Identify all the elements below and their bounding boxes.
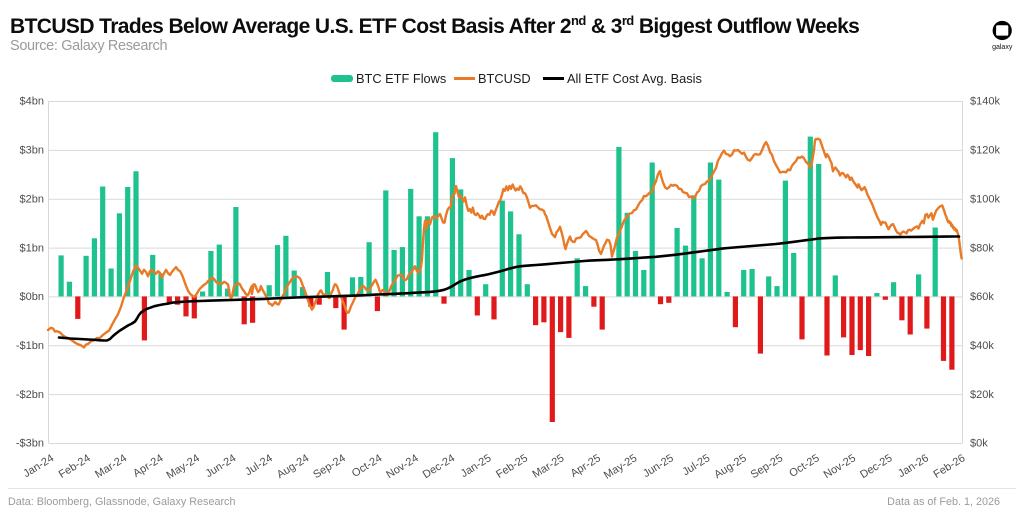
svg-text:$60k: $60k [970,291,994,303]
svg-text:-$2bn: -$2bn [16,389,44,401]
svg-text:$3bn: $3bn [20,145,44,157]
svg-text:-$1bn: -$1bn [16,340,44,352]
svg-text:$40k: $40k [970,340,994,352]
svg-text:Oct-25: Oct-25 [787,452,821,480]
svg-text:$0k: $0k [970,438,988,450]
svg-text:Feb-26: Feb-26 [932,452,968,481]
svg-text:$100k: $100k [970,193,1000,205]
svg-text:Dec-24: Dec-24 [421,452,457,481]
svg-text:Apr-25: Apr-25 [569,452,603,480]
svg-text:Mar-25: Mar-25 [531,452,567,481]
svg-text:Jan-25: Jan-25 [459,452,494,480]
svg-text:Aug-25: Aug-25 [712,452,748,481]
svg-text:$120k: $120k [970,145,1000,157]
svg-text:Jan-24: Jan-24 [21,452,56,480]
svg-text:Aug-24: Aug-24 [275,452,311,481]
svg-text:May-24: May-24 [164,452,201,482]
svg-text:galaxy: galaxy [992,44,1013,51]
svg-text:Jul-24: Jul-24 [243,452,275,478]
svg-text:Dec-25: Dec-25 [858,452,894,481]
svg-text:Feb-25: Feb-25 [494,452,530,481]
svg-text:Jun-24: Jun-24 [203,452,238,480]
svg-text:Apr-24: Apr-24 [131,452,165,480]
svg-text:Mar-24: Mar-24 [93,452,129,481]
svg-text:Sep-25: Sep-25 [749,452,785,481]
svg-text:Nov-24: Nov-24 [384,452,420,481]
svg-text:Jul-25: Jul-25 [680,452,712,478]
svg-text:Jun-25: Jun-25 [641,452,676,480]
svg-text:$20k: $20k [970,389,994,401]
svg-text:$1bn: $1bn [20,242,44,254]
svg-text:Sep-24: Sep-24 [311,452,347,481]
svg-text:Feb-24: Feb-24 [57,452,93,481]
svg-text:$0bn: $0bn [20,291,44,303]
svg-text:$4bn: $4bn [20,96,44,108]
svg-text:Nov-25: Nov-25 [822,452,858,481]
svg-text:$140k: $140k [970,96,1000,108]
svg-text:Jan-26: Jan-26 [896,452,931,480]
svg-text:May-25: May-25 [602,452,639,482]
svg-text:Oct-24: Oct-24 [350,452,384,480]
svg-text:$80k: $80k [970,242,994,254]
svg-text:$2bn: $2bn [20,193,44,205]
svg-text:-$3bn: -$3bn [16,438,44,450]
